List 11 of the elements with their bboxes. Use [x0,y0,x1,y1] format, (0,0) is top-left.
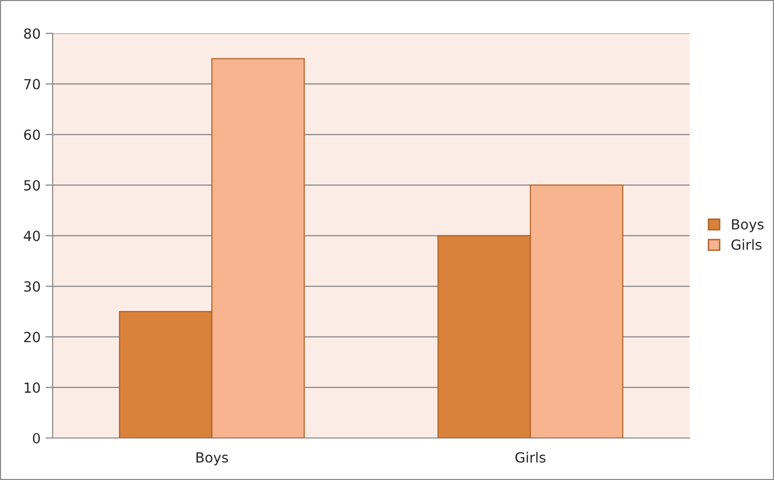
legend-label: Boys [732,219,764,232]
y-tick-label: 30 [24,281,40,292]
y-tick-label: 50 [24,180,40,191]
y-tick-label: 0 [32,432,40,444]
y-tick-label: 80 [24,28,40,39]
legend-label: Girls [732,239,762,250]
y-tick-label: 60 [24,129,40,140]
y-tick-label: 40 [24,230,40,242]
y-tick-label: 70 [24,78,40,90]
y-tick-label: 10 [24,382,40,393]
y-tick-label: 20 [24,332,40,342]
